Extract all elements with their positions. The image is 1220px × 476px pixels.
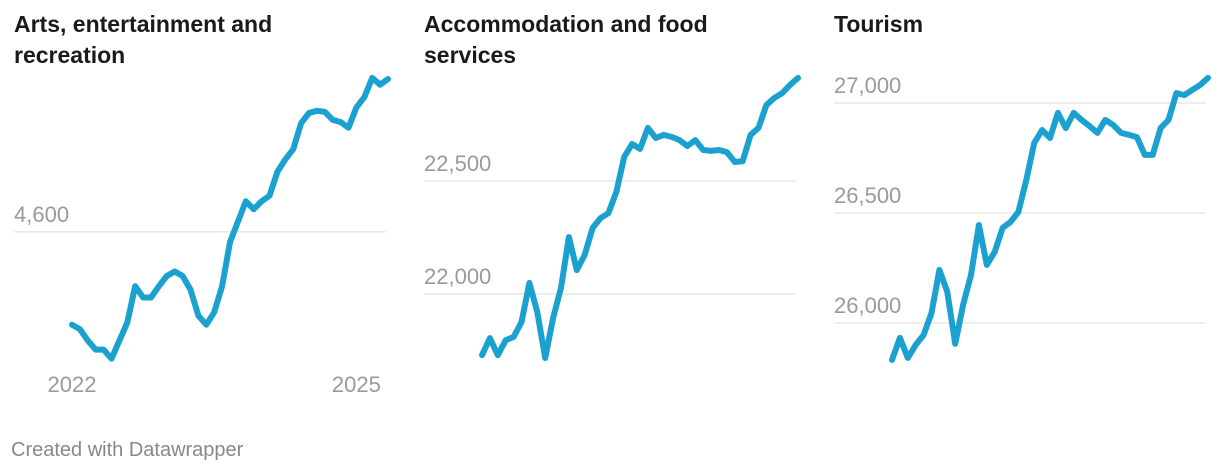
y-tick-label: 26,500 [834,183,901,208]
series-line [479,74,801,361]
chart-title: Tourism [834,11,924,37]
y-tick-label: 22,500 [424,151,491,176]
footer: Created with Datawrapper [11,439,244,461]
series-line [69,74,391,362]
y-tick-label: 26,000 [834,293,901,318]
y-tick-label: 27,000 [834,73,901,98]
x-tick-label: 2025 [332,372,381,397]
chart-title: Accommodation and food services [424,11,708,68]
chart-title: Arts, entertainment and recreation [14,11,273,68]
y-tick-label: 4,600 [14,202,69,227]
y-tick-label: 22,000 [424,264,491,289]
charts: 4,600 2022 2025 22,000 22,500 26,000 26,500 27,… [14,73,1211,397]
series-line [889,74,1211,363]
x-tick-label: 2022 [48,372,97,397]
